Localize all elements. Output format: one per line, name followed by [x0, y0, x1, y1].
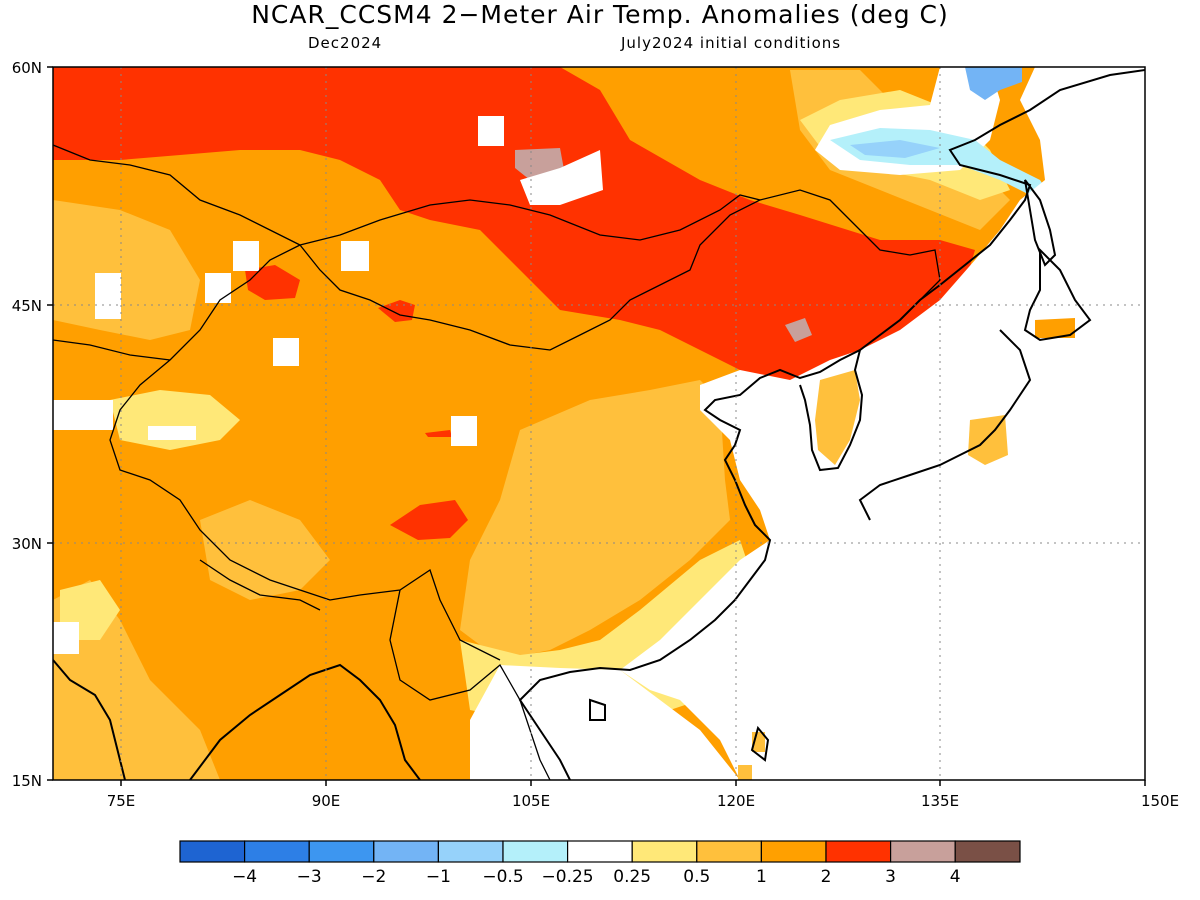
anomaly-korea — [815, 370, 860, 465]
border-nepal — [199, 559, 321, 611]
lat-tick-label: 15N — [12, 772, 42, 790]
colorbar — [179, 840, 1021, 863]
border-kazakhstan-south — [53, 339, 171, 361]
border-russia-kazakhstan — [53, 144, 301, 246]
lat-tick-label: 45N — [12, 297, 42, 315]
border-southeast-asia — [389, 589, 551, 780]
border-china-west — [109, 244, 501, 661]
lon-tick-label: 120E — [717, 792, 755, 810]
colorbar-label: −0.25 — [542, 867, 594, 887]
tick-marks — [47, 66, 1146, 786]
mask-india-west — [53, 622, 79, 654]
map-frame — [52, 66, 1146, 781]
lat-tick-label: 60N — [12, 59, 42, 77]
colorbar-swatch — [889, 840, 956, 863]
colorbar-label: 4 — [950, 867, 961, 887]
coastline-bay-of-bengal — [189, 663, 421, 780]
lon-tick-label: 75E — [107, 792, 136, 810]
valid-month-label: Dec2024 — [308, 34, 383, 52]
coastline-sakhalin — [1024, 179, 1057, 267]
anomaly-japan-1 — [968, 415, 1008, 465]
coastline-hainan — [589, 698, 606, 721]
colorbar-label: 0.5 — [683, 867, 710, 887]
colorbar-swatch — [308, 840, 375, 863]
colorbar-label: 0.25 — [613, 867, 651, 887]
colorbar-swatch — [566, 840, 633, 863]
coastline-east-asia — [518, 69, 1145, 780]
border-china-russia-east — [759, 189, 941, 301]
colorbar-swatch — [696, 840, 762, 863]
colorbar-label: −2 — [361, 867, 386, 887]
mask-lake-3 — [341, 241, 369, 271]
colorbar-label: 3 — [885, 867, 896, 887]
mask-lake-2 — [233, 241, 259, 271]
colorbar-swatch — [954, 840, 1021, 863]
init-conditions-label: July2024 initial conditions — [621, 34, 842, 52]
anomaly-3-4-spot-manchuria — [785, 318, 812, 342]
graticule — [53, 67, 1145, 780]
colorbar-label: −1 — [426, 867, 451, 887]
anomaly-2-3-region-tibet — [390, 500, 468, 540]
coastline-india — [53, 659, 126, 780]
anomaly-0.25-0.5-region-west — [110, 390, 240, 450]
colorbar-swatch — [825, 840, 892, 863]
coastline-hokkaido — [1023, 247, 1092, 342]
anomaly-neg-1-region — [850, 140, 940, 158]
colorbar-label: 2 — [821, 867, 832, 887]
lon-tick-label: 105E — [512, 792, 550, 810]
mask-balkhash — [95, 273, 121, 319]
lon-tick-label: 90E — [312, 792, 341, 810]
colorbar-label: −4 — [232, 867, 257, 887]
colorbar-swatch — [760, 840, 827, 863]
country-borders — [53, 144, 941, 780]
anomaly-2-3-region-north — [53, 67, 975, 380]
colorbar-swatch — [373, 840, 439, 863]
colorbar-label: −3 — [297, 867, 322, 887]
coastline-japan — [858, 329, 1032, 521]
mask-lake-1 — [205, 273, 231, 303]
colorbar-swatch — [244, 840, 310, 863]
anomaly-field — [53, 67, 1145, 780]
anomaly-2-3-region-qinghai — [425, 430, 452, 437]
colorbar-label: −0.5 — [482, 867, 523, 887]
mask-qinghai-lake — [451, 416, 477, 446]
mask-caspian-east — [53, 400, 113, 430]
border-mongolia — [299, 194, 762, 351]
anomaly-2-3-region-west — [245, 265, 300, 300]
lat-tick-label: 30N — [12, 535, 42, 553]
mask-tarim — [148, 426, 196, 440]
lon-tick-label: 135E — [921, 792, 959, 810]
coastline-korea — [799, 349, 864, 472]
mask-lake-4 — [273, 338, 299, 366]
colorbar-swatch — [631, 840, 698, 863]
anomaly-0.5-1-region-tibet — [200, 500, 330, 600]
map-title: NCAR_CCSM4 2−Meter Air Temp. Anomalies (… — [251, 0, 949, 29]
anomaly-0.5-1-region — [460, 380, 730, 660]
lon-tick-label: 150E — [1141, 792, 1179, 810]
colorbar-label: 1 — [756, 867, 767, 887]
coastlines — [53, 69, 1145, 780]
ocean-mask-east — [620, 67, 1145, 780]
anomaly-hokkaido — [1035, 318, 1075, 338]
colorbar-swatch — [179, 840, 246, 863]
colorbar-swatch — [502, 840, 569, 863]
mask-baikal — [520, 150, 603, 205]
mask-lake-5 — [478, 116, 504, 146]
coastline-taiwan — [750, 725, 770, 762]
colorbar-swatch — [437, 840, 504, 863]
anomaly-luzon — [738, 765, 752, 780]
anomaly-neg-2-region — [965, 67, 1022, 100]
